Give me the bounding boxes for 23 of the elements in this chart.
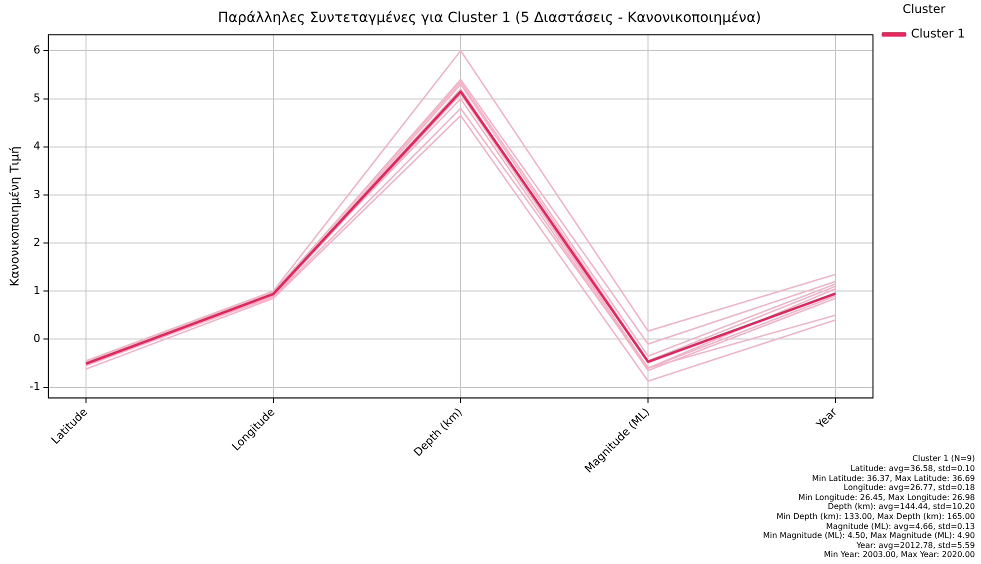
text: Min Depth (km): 133.00, Max Depth (km): 165.00 xyxy=(775,512,975,522)
y-tick-label: 3 xyxy=(33,188,40,201)
y-tick-label: -1 xyxy=(29,380,40,394)
y-tick-label: 2 xyxy=(33,236,40,249)
text: Min Year: 2003.00, Max Year: 2020.00 xyxy=(822,550,975,560)
text: Latitude: avg=36.58, std=0.10 xyxy=(850,464,975,474)
y-tick-label: 0 xyxy=(33,332,40,346)
text: Min Magnitude (ML): 4.50, Max Magnitude (ML): 4.90 xyxy=(762,531,975,541)
text: Depth (km): avg=144.44, std=10.20 xyxy=(828,502,975,512)
y-axis-title: Κανονικοποιημένη Τιμή xyxy=(7,146,22,286)
chart-title: Παράλληλες Συντεταγμένες για Cluster 1 (5 Διαστάσεις - Κανονικοποιημένα) xyxy=(218,10,762,26)
y-tick-label: 1 xyxy=(33,284,40,297)
y-tick-label: 4 xyxy=(33,140,40,153)
y-tick-label: 6 xyxy=(33,44,40,57)
text: Magnitude (ML): avg=4.66, std=0.13 xyxy=(825,522,975,532)
text: Cluster 1 (N=9) xyxy=(911,454,975,464)
legend-label: Cluster 1 xyxy=(910,26,966,41)
text: Min Latitude: 36.37, Max Latitude: 36.69 xyxy=(810,474,975,484)
text: Longitude: avg=26.77, std=0.18 xyxy=(842,483,975,493)
text: Year: avg=2012.78, std=5.59 xyxy=(855,540,975,550)
legend-title: Cluster xyxy=(902,2,946,16)
text: Min Longitude: 26.45, Max Longitude: 26.98 xyxy=(797,492,975,502)
y-tick-label: 5 xyxy=(33,92,40,105)
